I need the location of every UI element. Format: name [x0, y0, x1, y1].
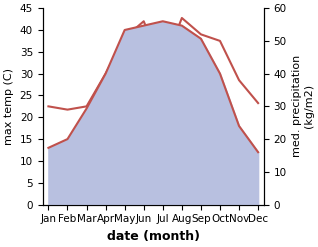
X-axis label: date (month): date (month)	[107, 230, 200, 243]
Y-axis label: med. precipitation
(kg/m2): med. precipitation (kg/m2)	[292, 55, 314, 158]
Y-axis label: max temp (C): max temp (C)	[4, 68, 14, 145]
